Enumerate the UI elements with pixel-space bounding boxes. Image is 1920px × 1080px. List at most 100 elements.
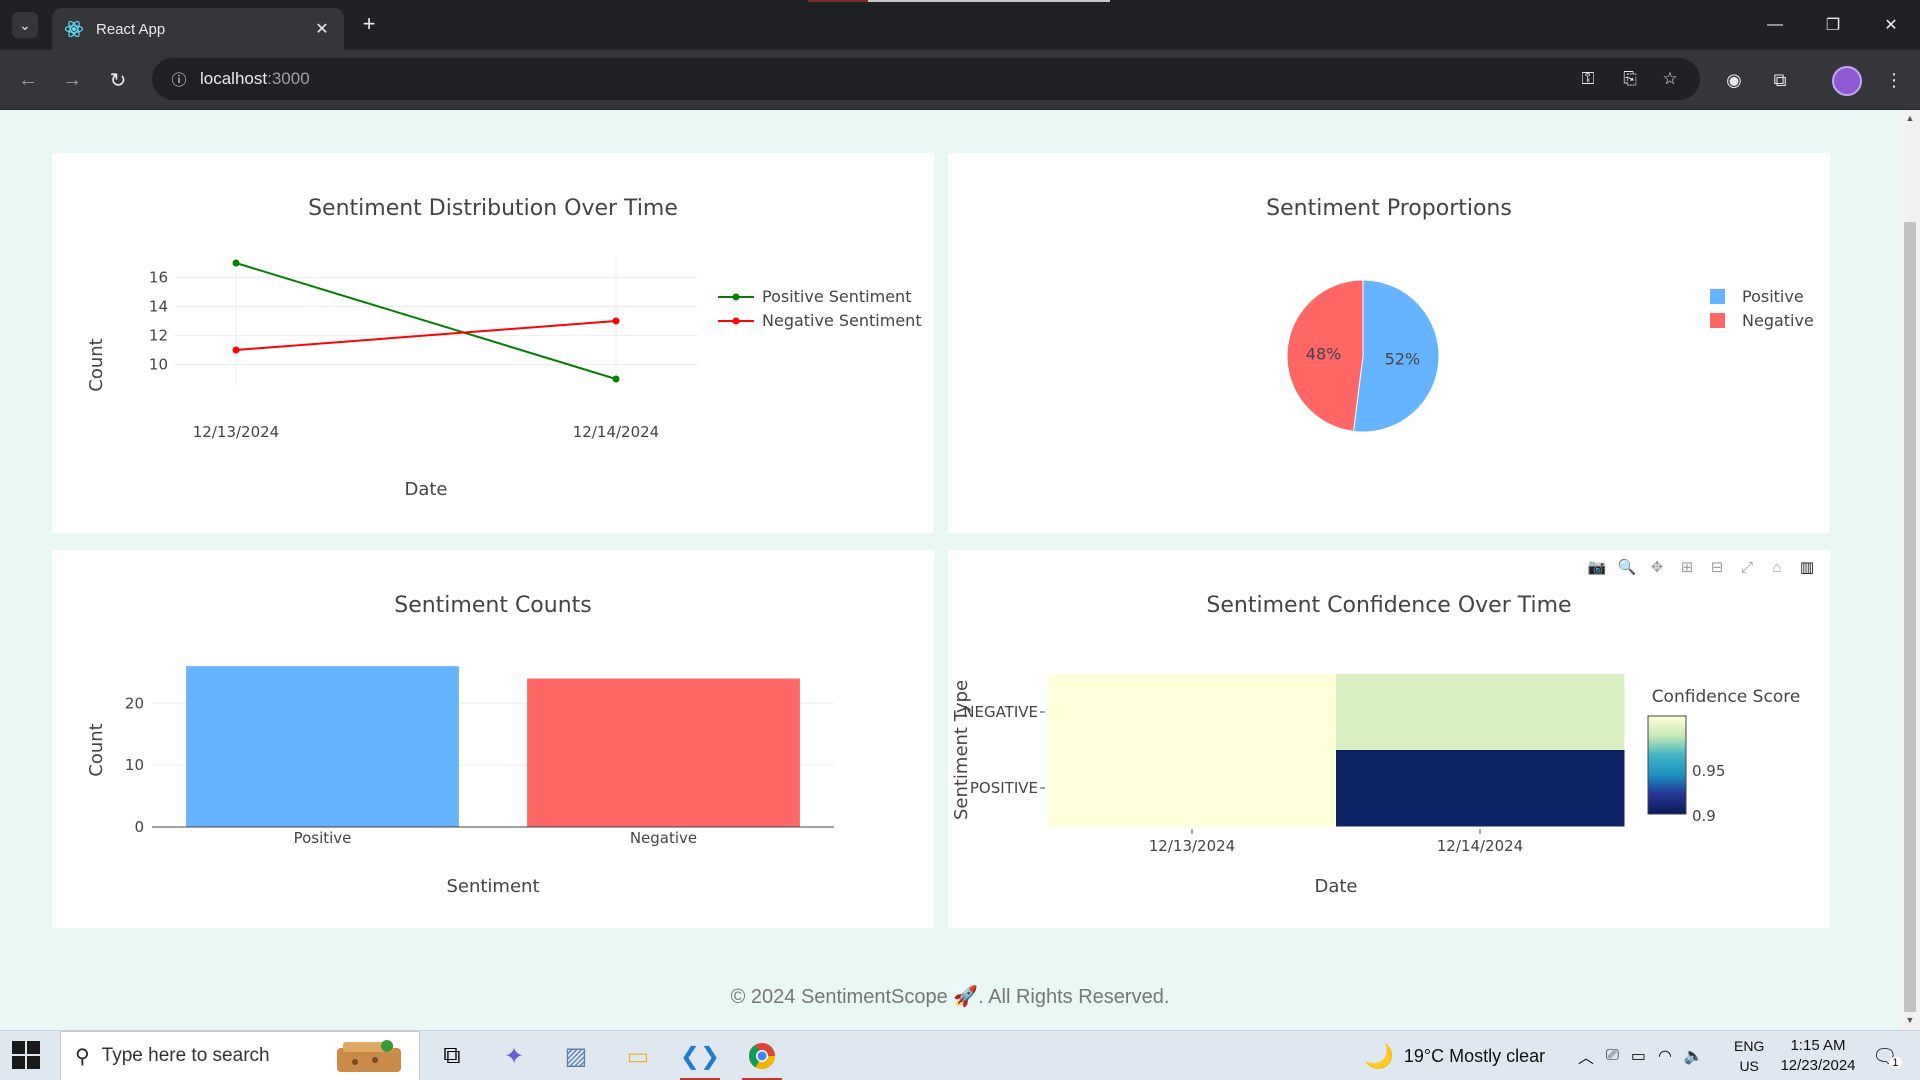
scroll-down-icon[interactable]: ▼	[1905, 1015, 1915, 1025]
legend-label: Positive	[1742, 287, 1804, 306]
react-logo-icon	[64, 20, 84, 38]
legend-marker	[732, 293, 740, 301]
x-tick-label: 12/13/2024	[193, 423, 279, 441]
autoscale-icon[interactable]: ⤢	[1740, 558, 1753, 576]
battery-icon[interactable]: ▭	[1630, 1048, 1646, 1065]
data-point	[232, 259, 240, 267]
legend-marker	[732, 317, 740, 325]
page-scrollbar[interactable]: ▲ ▼	[1900, 110, 1920, 1030]
zoom-icon[interactable]: 🔍	[1617, 559, 1637, 576]
heatmap-cell	[1048, 750, 1337, 827]
pie-chart: Sentiment Proportions 52% 48% Positive Neg…	[1266, 196, 1814, 433]
scroll-up-icon[interactable]: ▲	[1905, 113, 1915, 123]
wifi-icon[interactable]: ◠	[1657, 1048, 1672, 1065]
plot-modebar: 📷 🔍 ✥ ⊞ ⊟ ⤢ ⌂ ▥	[1586, 556, 1818, 578]
url-port: :3000	[267, 69, 310, 88]
zoom-in-icon[interactable]: ⊞	[1680, 559, 1694, 576]
file-explorer-icon[interactable]: ▭	[626, 1042, 650, 1070]
pie-slice	[1286, 279, 1364, 432]
search-placeholder: Type here to search	[101, 1045, 270, 1066]
copilot-icon[interactable]: ✦	[503, 1042, 525, 1070]
colorbar	[1647, 715, 1687, 815]
data-point	[612, 317, 620, 325]
heatmap-y-axis-title: Sentiment Type	[951, 680, 972, 820]
new-tab-button[interactable]: +	[362, 11, 376, 36]
task-view-icon[interactable]: ⧉	[443, 1042, 461, 1069]
heatmap-cell	[1336, 750, 1625, 827]
legend-swatch	[1710, 313, 1725, 328]
weather-widget[interactable]: 🌙 19°C Mostly clear	[1364, 1031, 1545, 1080]
meet-camera-icon[interactable]: ⎚	[1606, 1047, 1619, 1064]
volume-icon[interactable]: 🔈	[1683, 1048, 1704, 1065]
heatmap-cell	[1048, 674, 1337, 751]
notifications-icon[interactable]: 🗨 1	[1872, 1031, 1902, 1080]
taskbar-search-box[interactable]: ⚲ Type here to search	[60, 1031, 420, 1080]
vscode-icon[interactable]: ❮❯	[672, 1031, 728, 1080]
scroll-thumb[interactable]	[1904, 222, 1916, 1012]
clock[interactable]: 1:15 AM 12/23/2024	[1772, 1031, 1864, 1080]
site-info-icon[interactable]: ⓘ	[171, 71, 187, 89]
bar	[186, 666, 459, 827]
profile-avatar[interactable]	[1832, 66, 1862, 96]
browser-tab-bar: ⌄ React App ✕ + — ❐ ✕	[0, 0, 1920, 50]
pie-slice-label: 48%	[1306, 345, 1342, 364]
y-tick-label: 20	[125, 694, 144, 712]
browser-tab[interactable]: React App ✕	[52, 8, 344, 50]
page-content: Sentiment Distribution Over Time Date Co…	[0, 110, 1920, 1030]
search-highlight-art-icon	[337, 1040, 401, 1072]
y-tick-label: NEGATIVE	[963, 703, 1038, 721]
pan-icon[interactable]: ✥	[1650, 559, 1664, 576]
line-x-axis-title: Date	[404, 479, 447, 500]
bar-chart: Sentiment Counts Sentiment Count 0 10 20 Po…	[86, 593, 834, 897]
search-icon: ⚲	[75, 1045, 90, 1068]
browser-menu-icon[interactable]: ⋮	[1885, 69, 1903, 90]
reload-icon[interactable]: ↻	[109, 69, 127, 92]
forward-arrow-icon[interactable]: →	[62, 68, 82, 91]
data-point	[232, 346, 240, 354]
chrome-icon[interactable]	[734, 1031, 790, 1080]
tab-search-button[interactable]: ⌄	[12, 12, 38, 38]
system-tray: ︿ ⎚ ▭ ◠ 🔈	[1578, 1031, 1704, 1080]
weather-text: 19°C Mostly clear	[1403, 1045, 1546, 1066]
series-line	[235, 262, 617, 380]
extension-record-icon[interactable]: ◉	[1726, 69, 1742, 90]
address-bar[interactable]: ⓘ localhost:3000 ⚿ ⎘ ☆	[152, 58, 1700, 100]
close-window-button[interactable]: ✕	[1884, 17, 1898, 34]
minimize-window-button[interactable]: —	[1767, 16, 1783, 33]
back-arrow-icon[interactable]: ←	[18, 68, 38, 91]
footer-copyright: © 2024 SentimentScope 🚀. All Rights Rese…	[730, 986, 1170, 1008]
plotly-logo-icon[interactable]: ▥	[1799, 559, 1815, 576]
tray-overflow-chevron-icon[interactable]: ︿	[1578, 1050, 1595, 1067]
x-tick-label: 12/14/2024	[1437, 837, 1523, 855]
zoom-out-icon[interactable]: ⊟	[1710, 559, 1724, 576]
heatmap-title: Sentiment Confidence Over Time	[1206, 593, 1571, 618]
colorbar-tick: 0.9	[1692, 807, 1716, 825]
photos-app-icon[interactable]: ▨	[564, 1042, 588, 1070]
camera-icon[interactable]: 📷	[1587, 559, 1607, 576]
language-indicator[interactable]: ENG US	[1734, 1031, 1764, 1080]
tab-strip-accent	[868, 0, 1110, 2]
pie-slice-label: 52%	[1385, 349, 1421, 368]
password-key-icon[interactable]: ⚿	[1581, 69, 1595, 88]
restore-window-button[interactable]: ❐	[1825, 17, 1841, 34]
colorbar-tick: 0.95	[1692, 762, 1725, 780]
y-tick-label: POSITIVE	[970, 779, 1038, 797]
weather-moon-icon: 🌙	[1364, 1042, 1394, 1070]
bookmark-star-icon[interactable]: ☆	[1662, 69, 1678, 88]
x-tick-label: 12/14/2024	[573, 423, 659, 441]
install-app-icon[interactable]: ⎘	[1623, 69, 1637, 88]
line-chart-card: Sentiment Distribution Over Time Date Co…	[52, 153, 934, 533]
browser-toolbar: ← → ↻ ⓘ localhost:3000 ⚿ ⎘ ☆ ◉ ⧉ ⋮	[0, 50, 1920, 110]
extensions-puzzle-icon[interactable]: ⧉	[1773, 69, 1787, 90]
x-tick-label: 12/13/2024	[1149, 837, 1235, 855]
reset-axes-home-icon[interactable]: ⌂	[1772, 558, 1782, 576]
close-tab-icon[interactable]: ✕	[315, 21, 329, 38]
windows-start-icon[interactable]	[12, 1041, 42, 1071]
line-y-axis-title: Count	[86, 338, 107, 391]
y-tick-label: 12	[149, 327, 168, 345]
language-code: ENG	[1734, 1038, 1765, 1054]
tab-title: React App	[96, 20, 166, 38]
heatmap-card: Sentiment Confidence Over Time Date Sent…	[948, 550, 1830, 928]
region-code: US	[1739, 1058, 1759, 1074]
data-point	[612, 375, 620, 383]
